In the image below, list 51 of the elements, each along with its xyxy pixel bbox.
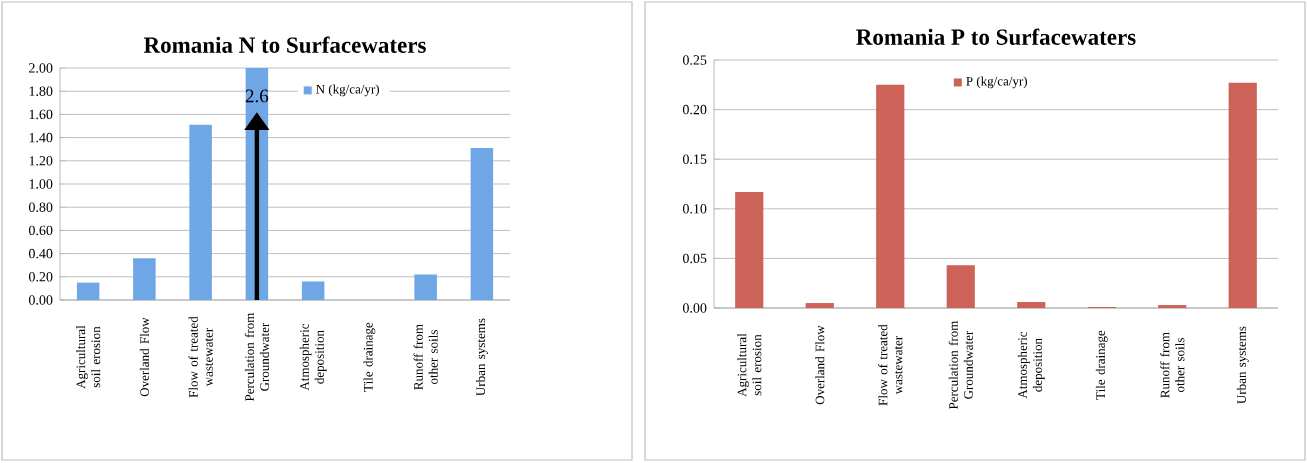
bar <box>189 124 212 301</box>
x-tick-label: Perculation from Groundwater <box>244 312 270 402</box>
y-tick-label: 1.40 <box>29 132 53 143</box>
y-tick-label: 1.00 <box>29 179 53 189</box>
x-tick-label: Atmospheric deposition <box>1017 331 1045 399</box>
y-tick-label: 0.25 <box>682 55 707 65</box>
x-tick-label: Atmospheric deposition <box>299 323 327 391</box>
x-tick-label: Perculation from Groundwater <box>948 320 973 410</box>
x-tick-label: Urban systems <box>475 318 488 396</box>
y-tick-label: 0.80 <box>28 202 53 212</box>
x-tick-label: Tile drainage <box>1095 330 1108 400</box>
legend-label: P (kg/ca/yr) <box>966 76 1028 89</box>
y-tick-label: 0.00 <box>682 303 707 313</box>
x-tick-label: Flow of treated wastewater <box>188 316 213 398</box>
bar <box>1228 82 1257 308</box>
x-tick-label: Overland Flow <box>815 325 825 405</box>
bar <box>470 148 494 301</box>
x-tick-label: Tile drainage <box>363 322 376 392</box>
chart-title: Romania P to Surfacewaters <box>856 28 1136 45</box>
y-tick-label: 0.40 <box>28 248 53 259</box>
bar <box>414 274 437 301</box>
y-tick-label: 0.20 <box>28 272 53 282</box>
legend-label: N (kg/ca/yr) <box>316 84 380 97</box>
y-tick-label: 0.60 <box>28 225 53 236</box>
y-tick-label: 0.20 <box>682 104 707 115</box>
bar <box>805 303 834 308</box>
y-tick-label: 0.05 <box>682 253 707 264</box>
bar <box>735 191 764 308</box>
x-tick-label: Urban systems <box>1236 326 1249 404</box>
y-tick-label: 0.00 <box>28 295 53 305</box>
bar <box>876 84 905 308</box>
x-tick-label: Runoff from other soils <box>1160 332 1185 398</box>
bar <box>133 258 156 301</box>
x-tick-label: Runoff from other soils <box>413 324 438 390</box>
annotation: 2.6 <box>245 89 269 103</box>
chart-title: Romania N to Surfacewaters <box>143 36 426 53</box>
y-tick-label: 2.00 <box>29 63 53 73</box>
bar <box>946 265 975 308</box>
y-tick-label: 1.60 <box>29 109 53 120</box>
bar <box>1017 302 1046 308</box>
x-tick-label: Agricultural soil erosion <box>737 333 762 397</box>
x-tick-label: Overland Flow <box>139 317 149 397</box>
bar <box>301 281 325 301</box>
x-tick-label: Flow of treated wastewater <box>878 324 903 406</box>
bar <box>76 282 100 301</box>
y-tick-label: 0.15 <box>682 154 707 164</box>
y-tick-label: 1.80 <box>29 86 53 96</box>
y-tick-label: 1.20 <box>29 156 53 166</box>
x-tick-label: Agricultural soil erosion <box>76 325 101 389</box>
y-tick-label: 0.10 <box>682 204 707 214</box>
bar <box>1158 305 1187 308</box>
